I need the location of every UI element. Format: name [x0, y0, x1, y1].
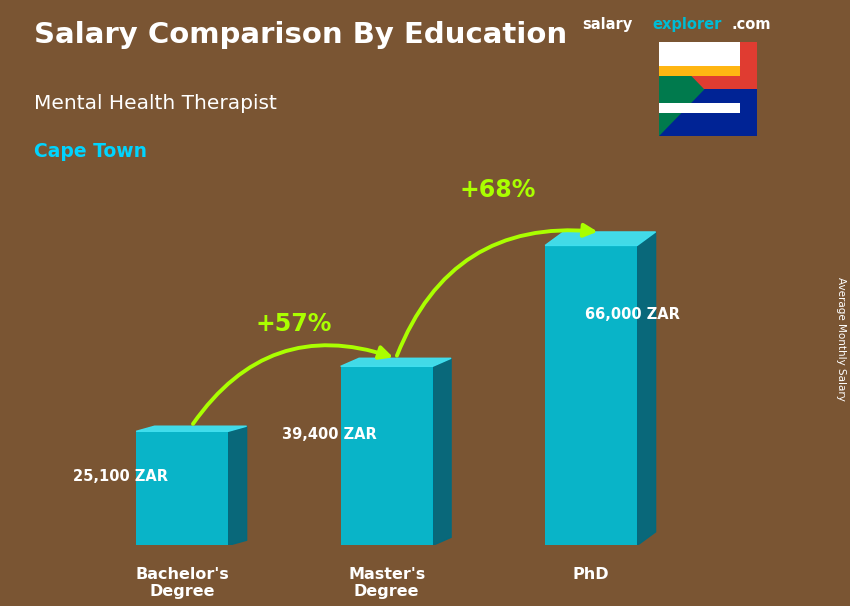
Text: Salary Comparison By Education: Salary Comparison By Education: [34, 21, 567, 49]
Bar: [659, 89, 756, 136]
Text: +57%: +57%: [256, 311, 332, 336]
Text: 25,100 ZAR: 25,100 ZAR: [73, 470, 168, 484]
Polygon shape: [433, 358, 451, 545]
Polygon shape: [659, 42, 705, 136]
Polygon shape: [545, 232, 655, 245]
FancyArrowPatch shape: [193, 345, 389, 424]
Text: 66,000 ZAR: 66,000 ZAR: [585, 307, 679, 322]
Polygon shape: [228, 426, 246, 545]
Text: 39,400 ZAR: 39,400 ZAR: [282, 427, 377, 442]
Bar: [545, 245, 638, 545]
Polygon shape: [659, 42, 740, 66]
Polygon shape: [341, 358, 451, 366]
Bar: [136, 431, 228, 545]
Text: salary: salary: [582, 17, 632, 32]
Text: Average Monthly Salary: Average Monthly Salary: [836, 278, 846, 401]
Polygon shape: [659, 102, 740, 113]
Text: explorer: explorer: [653, 17, 722, 32]
FancyArrowPatch shape: [397, 225, 593, 356]
Text: Cape Town: Cape Town: [34, 142, 147, 161]
Text: .com: .com: [732, 17, 771, 32]
Polygon shape: [659, 66, 740, 76]
Bar: [341, 366, 433, 545]
Bar: [659, 42, 756, 89]
Polygon shape: [638, 232, 655, 545]
Text: +68%: +68%: [460, 178, 536, 202]
Text: Mental Health Therapist: Mental Health Therapist: [34, 94, 277, 113]
Bar: [60, 182, 765, 545]
Polygon shape: [136, 426, 246, 431]
